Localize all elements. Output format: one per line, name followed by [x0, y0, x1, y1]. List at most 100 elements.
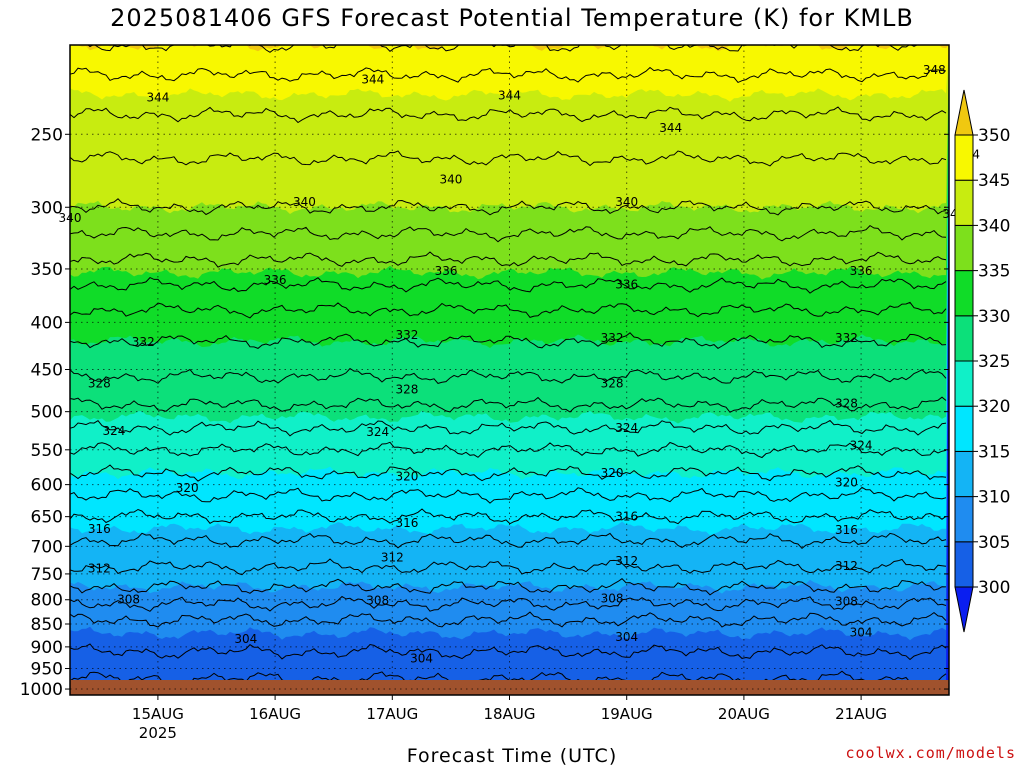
contour-label: 332: [835, 331, 858, 345]
contour-label: 316: [88, 522, 111, 536]
contour-label: 344: [498, 89, 521, 103]
contour-326: [70, 396, 947, 413]
contour-304: [70, 643, 947, 661]
x-tick-label: 18AUG: [484, 705, 536, 723]
y-tick-label: 950: [31, 660, 63, 680]
contour-310: [70, 578, 947, 596]
contour-336: [70, 251, 947, 268]
contour-label: 312: [615, 554, 638, 568]
contour-label: 340: [439, 173, 462, 187]
contour-306: [70, 611, 947, 628]
contour-label: 336: [615, 278, 638, 292]
y-tick-label: 250: [31, 125, 63, 145]
colorbar-segment: [954, 496, 974, 543]
y-tick-label: 1000: [20, 680, 63, 700]
x-tick-label: 17AUG: [366, 705, 418, 723]
contour-label: 336: [850, 264, 873, 278]
chart-title: 2025081406 GFS Forecast Potential Temper…: [110, 4, 914, 32]
colorbar-segment: [954, 179, 974, 226]
y-tick-label: 600: [31, 476, 63, 496]
contour-346: [70, 66, 947, 84]
contour-label: 344: [659, 121, 682, 135]
contour-label: 312: [381, 551, 404, 565]
theta-contours: [70, 45, 947, 688]
contour-label: 344: [146, 90, 169, 104]
x-tick-label: 16AUG: [249, 705, 301, 723]
contour-318: [70, 486, 947, 504]
y-tick-label: 350: [31, 260, 63, 280]
colorbar-segment: [954, 405, 974, 452]
contour-label: 308: [366, 594, 389, 608]
colorbar-segment: [954, 541, 974, 588]
contour-302: [70, 670, 947, 688]
colorbar-segment: [954, 270, 974, 317]
contour-label: 320: [176, 481, 199, 495]
ground-surface: [70, 680, 949, 695]
colorbar-label: 315: [978, 442, 1010, 462]
contour-342: [70, 150, 947, 167]
contour-label: 344: [361, 72, 384, 86]
contour-334: [70, 276, 947, 294]
colorbar-segment: [954, 360, 974, 407]
ground-fill: [70, 680, 949, 695]
colorbar-label: 330: [978, 307, 1010, 327]
contour-label: 332: [132, 335, 155, 349]
contour-label: 324: [615, 421, 638, 435]
y-tick-label: 650: [31, 508, 63, 528]
colorbar-label: 305: [978, 533, 1010, 553]
colorbar-segment: [954, 134, 974, 181]
contour-label: 316: [395, 516, 418, 530]
contour-label: 336: [435, 264, 458, 278]
colorbar-extend-bottom: [954, 586, 974, 633]
contour-332: [70, 301, 947, 319]
contour-label: 304: [410, 651, 433, 665]
contour-322: [70, 441, 947, 459]
y-tick-label: 700: [31, 537, 63, 557]
x-tick-label: 15AUG: [132, 705, 184, 723]
contour-label: 348: [923, 63, 946, 77]
contour-312: [70, 558, 947, 576]
contour-label: 312: [835, 559, 858, 573]
contour-label: 308: [835, 595, 858, 609]
contour-label: 336: [264, 273, 287, 287]
contour-340: [70, 198, 947, 216]
colorbar-label: 325: [978, 352, 1010, 372]
y-tick-label: 550: [31, 441, 63, 461]
x-tick-label: 21AUG: [835, 705, 887, 723]
contour-label: 328: [88, 376, 111, 390]
contour-label: 304: [234, 632, 257, 646]
contour-330: [70, 332, 947, 350]
contour-label: 312: [88, 562, 111, 576]
contour-label: 328: [835, 397, 858, 411]
contour-label: 324: [102, 424, 125, 438]
colorbar-label: 310: [978, 488, 1010, 508]
contour-label: 316: [835, 523, 858, 537]
contour-label: 324: [850, 438, 873, 452]
y-tick-label: 450: [31, 361, 63, 381]
y-tick-label: 750: [31, 565, 63, 585]
contour-344: [70, 106, 947, 124]
contour-label: 308: [117, 593, 140, 607]
contour-label: 340: [293, 195, 316, 209]
colorbar-label: 300: [978, 578, 1010, 598]
contour-label: 340: [615, 195, 638, 209]
colorbar-extend-top: [954, 89, 974, 136]
colorbar-label: 340: [978, 216, 1010, 236]
colorbar-label: 350: [978, 126, 1010, 146]
contour-label: 308: [601, 592, 624, 606]
contour-label: 324: [366, 425, 389, 439]
contour-348: [87, 45, 919, 53]
contour-316: [70, 508, 947, 525]
y-tick-label: 850: [31, 615, 63, 635]
contour-324: [70, 419, 947, 437]
contour-label: 304: [615, 630, 638, 644]
contour-308: [70, 595, 947, 612]
colorbar-label: 320: [978, 397, 1010, 417]
contour-label: 332: [601, 331, 624, 345]
colorbar: 300 305 310 315 320 325 330 335 340 345 350: [954, 89, 1010, 633]
y-tick-label: 500: [31, 403, 63, 423]
contour-338: [70, 224, 947, 243]
x-tick-label: 19AUG: [601, 705, 653, 723]
